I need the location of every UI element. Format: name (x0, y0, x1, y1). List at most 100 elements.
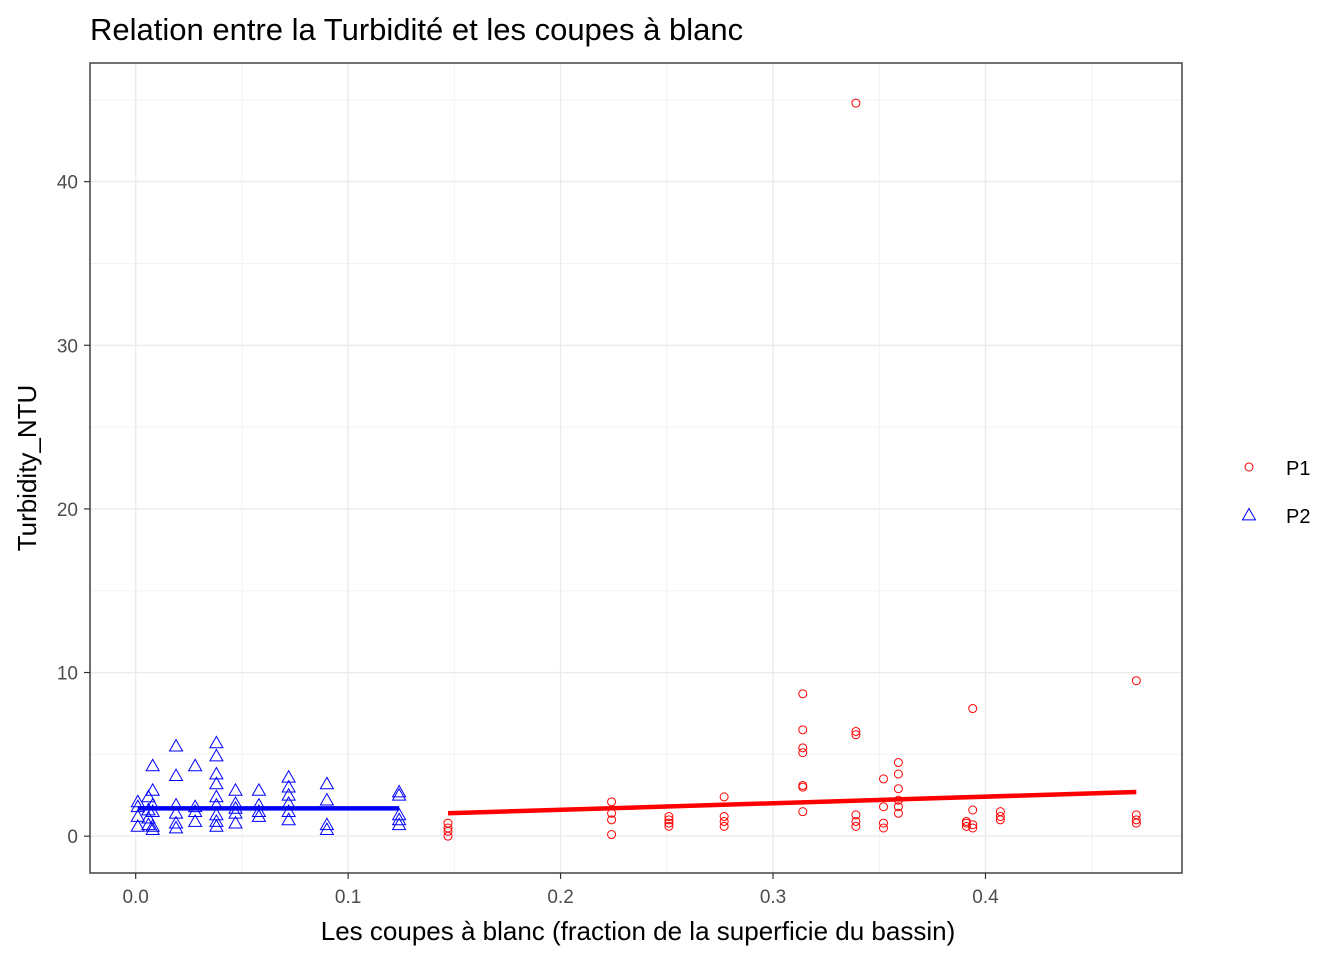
legend-key (1244, 462, 1254, 472)
data-point (209, 807, 224, 821)
y-axis-label: Turbidity_NTU (12, 385, 42, 552)
data-point (851, 726, 861, 736)
data-point (228, 782, 243, 796)
legend-label: P1 (1286, 458, 1310, 480)
data-point (168, 820, 184, 834)
data-point (1131, 815, 1141, 825)
panel-background (90, 63, 1182, 873)
data-point (130, 809, 146, 822)
data-point (798, 725, 808, 735)
data-point (1131, 810, 1141, 820)
data-point (664, 821, 674, 831)
data-point (893, 795, 903, 805)
data-point (281, 779, 297, 793)
x-tick-label: 0.0 (122, 887, 148, 908)
data-point (281, 795, 297, 809)
data-point (228, 805, 243, 819)
data-point (281, 812, 297, 826)
data-point (168, 797, 184, 811)
data-point (281, 769, 297, 783)
x-axis: 0.0 0.1 0.2 0.3 0.4 (122, 873, 999, 908)
data-point (187, 758, 203, 772)
data-point (281, 787, 297, 801)
data-point (607, 830, 617, 840)
data-point (879, 802, 889, 812)
data-point (391, 807, 407, 821)
data-point (130, 818, 146, 832)
data-point (851, 98, 861, 108)
x-tick-label: 0.3 (760, 887, 786, 908)
data-point (228, 795, 243, 809)
data-point (251, 804, 267, 818)
data-point (968, 823, 978, 833)
data-point (719, 816, 729, 826)
data-point (319, 817, 335, 831)
data-point (798, 780, 808, 790)
data-point (879, 818, 889, 828)
y-axis: 0 10 20 30 40 (57, 173, 90, 848)
data-point (798, 807, 808, 817)
data-point (893, 758, 903, 768)
data-point (209, 748, 224, 762)
data-point (168, 805, 184, 819)
data-point (209, 818, 224, 832)
y-tick-label: 20 (57, 500, 78, 521)
data-point (168, 768, 184, 782)
data-point (391, 812, 407, 826)
data-point (798, 743, 808, 753)
data-point (607, 797, 617, 807)
data-point (851, 810, 861, 820)
data-point (968, 704, 978, 714)
data-point (391, 784, 407, 798)
data-point (719, 821, 729, 831)
data-point (879, 823, 889, 833)
data-point (251, 809, 267, 822)
data-point (851, 821, 861, 831)
data-point (168, 738, 184, 752)
data-point (798, 689, 808, 699)
data-point (145, 758, 161, 772)
y-tick-label: 30 (57, 336, 78, 357)
data-point (664, 818, 674, 828)
data-point (209, 735, 224, 749)
data-point (443, 818, 453, 828)
data-point (719, 812, 729, 822)
data-point (968, 820, 978, 830)
data-point (1131, 676, 1141, 686)
data-point (319, 822, 335, 836)
y-tick-label: 10 (57, 664, 78, 685)
data-point (607, 815, 617, 825)
data-point (319, 776, 335, 790)
chart-title: Relation entre la Turbidité et les coupe… (90, 12, 743, 47)
data-point (141, 802, 156, 816)
data-point (664, 815, 674, 825)
data-point (209, 813, 224, 827)
data-point (209, 766, 224, 780)
data-point (968, 805, 978, 815)
legend: P1 P2 (1241, 458, 1310, 528)
legend-key (1241, 507, 1257, 521)
data-point (995, 812, 1005, 822)
data-point (893, 802, 903, 812)
data-point (130, 799, 146, 813)
data-point (893, 784, 903, 794)
data-point (209, 789, 224, 803)
data-point (319, 792, 335, 806)
data-point (893, 808, 903, 818)
x-axis-label: Les coupes à blanc (fraction de la super… (321, 916, 955, 946)
data-point (145, 782, 161, 796)
data-points (130, 98, 1141, 841)
data-point (145, 822, 161, 836)
data-point (187, 799, 203, 813)
x-tick-label: 0.2 (547, 887, 573, 908)
regression-line (447, 789, 1137, 816)
data-point (145, 804, 161, 818)
data-point (391, 817, 407, 831)
data-point (145, 818, 161, 832)
data-point (281, 804, 297, 818)
data-point (251, 797, 267, 811)
panel-border (89, 62, 1183, 874)
data-point (228, 800, 243, 814)
data-point (719, 792, 729, 802)
